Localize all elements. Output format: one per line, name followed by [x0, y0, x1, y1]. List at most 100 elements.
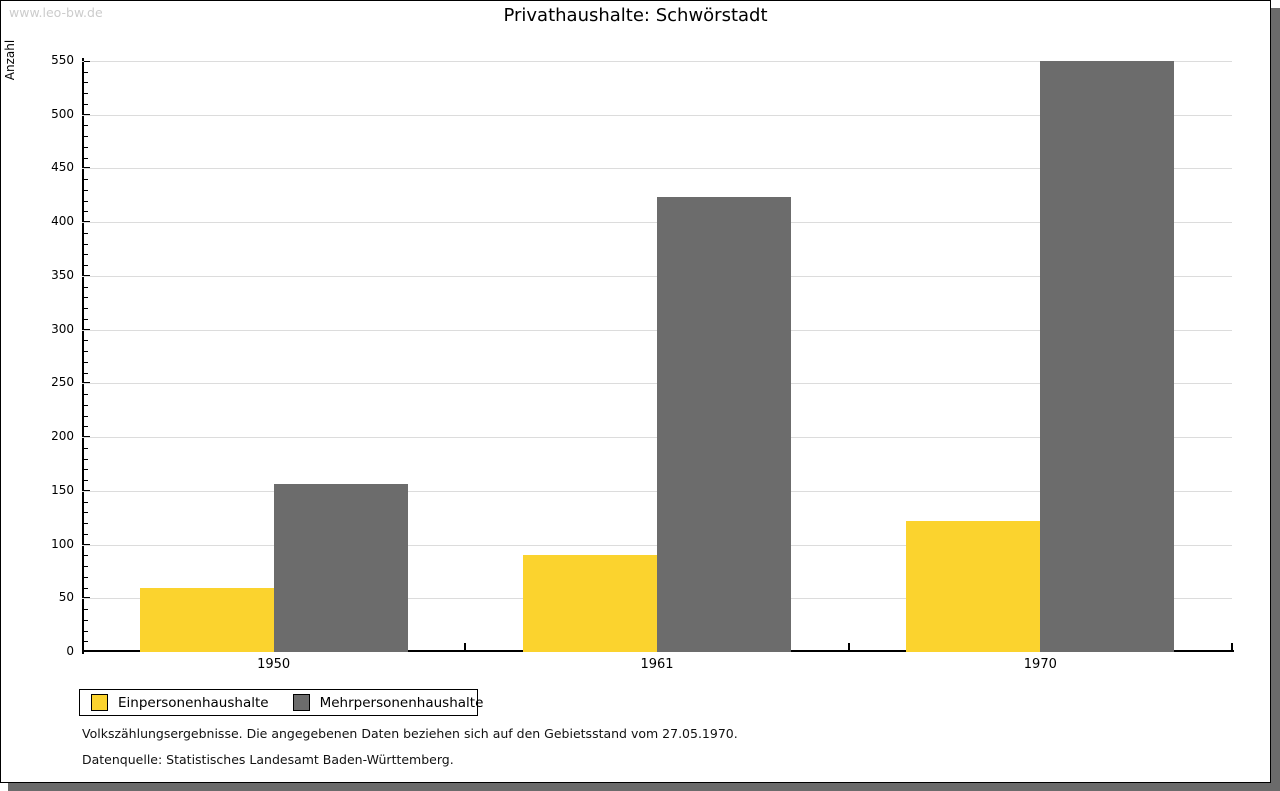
- y-tick-label-0: 0: [66, 644, 74, 658]
- x-tick-label-1950: 1950: [257, 657, 291, 672]
- y-tick-label-500: 500: [51, 106, 74, 121]
- y-major-tick: [84, 436, 90, 438]
- y-tick-label-100: 100: [51, 536, 74, 551]
- y-minor-tick: [84, 136, 88, 138]
- y-minor-tick: [84, 157, 88, 159]
- x-boundary-tick: [1231, 643, 1233, 650]
- bar-Mehrpersonenhaushalte-1970: [1040, 61, 1175, 652]
- y-tick-label-50: 50: [58, 590, 74, 605]
- legend-swatch-0: [91, 694, 108, 711]
- y-minor-tick: [84, 404, 88, 406]
- y-minor-tick: [84, 523, 88, 525]
- y-minor-tick: [84, 361, 88, 363]
- x-axis-labels: 1950 1961 1970: [82, 657, 1232, 675]
- y-major-tick: [84, 382, 90, 384]
- x-boundary-tick: [464, 643, 467, 650]
- y-minor-tick: [84, 243, 88, 245]
- legend-item-mehrpersonenhaushalte: Mehrpersonenhaushalte: [292, 694, 483, 711]
- y-minor-tick: [84, 480, 88, 482]
- y-minor-tick: [84, 619, 88, 621]
- y-minor-tick: [84, 447, 88, 449]
- y-major-tick: [84, 167, 90, 169]
- gridline-450: [82, 168, 1232, 170]
- y-minor-tick: [84, 394, 88, 396]
- watermark: www.leo-bw.de: [9, 5, 103, 20]
- window-shadow-right: [1271, 8, 1280, 791]
- y-minor-tick: [84, 103, 88, 105]
- y-minor-tick: [84, 318, 88, 320]
- y-tick-label-450: 450: [51, 160, 74, 175]
- y-minor-tick: [84, 254, 88, 256]
- y-tick-label-550: 550: [51, 53, 74, 67]
- y-minor-tick: [84, 93, 88, 95]
- y-minor-tick: [84, 426, 88, 428]
- y-minor-tick: [84, 501, 88, 503]
- y-minor-tick: [84, 308, 88, 310]
- x-tick-label-1961: 1961: [640, 657, 674, 672]
- gridline-500: [82, 114, 1232, 116]
- bar-Einpersonenhaushalte-1950: [139, 587, 274, 652]
- y-minor-tick: [84, 71, 88, 73]
- chart-title: Privathaushalte: Schwörstadt: [503, 5, 768, 26]
- y-minor-tick: [84, 125, 88, 127]
- y-tick-label-300: 300: [51, 321, 74, 336]
- y-minor-tick: [84, 146, 88, 148]
- y-minor-tick: [84, 576, 88, 578]
- legend-label: Einpersonenhaushalte: [118, 694, 269, 711]
- y-minor-tick: [84, 533, 88, 535]
- bar-Mehrpersonenhaushalte-1961: [657, 197, 791, 652]
- footnote-source: Datenquelle: Statistisches Landesamt Bad…: [82, 752, 454, 767]
- y-minor-tick: [84, 179, 88, 181]
- legend-item-einpersonenhaushalte: Einpersonenhaushalte: [91, 694, 269, 711]
- x-boundary-tick: [847, 643, 850, 650]
- y-minor-tick: [84, 587, 88, 589]
- y-minor-tick: [84, 265, 88, 267]
- y-tick-label-350: 350: [51, 267, 74, 282]
- y-axis-labels: 0 50 100 150 200 250 300 350 400 450 500 550: [1, 53, 74, 658]
- gridline-550: [82, 61, 1232, 62]
- y-major-tick: [84, 543, 90, 545]
- y-major-tick: [84, 597, 90, 599]
- y-minor-tick: [84, 555, 88, 557]
- y-minor-tick: [84, 340, 88, 342]
- y-minor-tick: [84, 630, 88, 632]
- plot-area: [82, 58, 1234, 654]
- y-minor-tick: [84, 566, 88, 568]
- y-tick-label-200: 200: [51, 429, 74, 444]
- x-tick-label-1970: 1970: [1023, 657, 1057, 672]
- y-minor-tick: [84, 297, 88, 299]
- bar-Mehrpersonenhaushalte-1950: [273, 484, 408, 652]
- y-major-tick: [84, 61, 90, 62]
- bar-Einpersonenhaushalte-1961: [523, 555, 657, 652]
- y-minor-tick: [84, 512, 88, 514]
- y-minor-tick: [84, 458, 88, 460]
- y-minor-tick: [84, 415, 88, 417]
- y-minor-tick: [84, 82, 88, 84]
- y-minor-tick: [84, 609, 88, 611]
- window-shadow-bottom: [8, 783, 1280, 791]
- legend: Einpersonenhaushalte Mehrpersonenhaushal…: [79, 689, 483, 716]
- y-major-tick: [84, 651, 90, 652]
- y-minor-tick: [84, 286, 88, 288]
- y-minor-tick: [84, 372, 88, 374]
- y-axis-line: [82, 58, 84, 654]
- y-tick-label-250: 250: [51, 375, 74, 390]
- footnote-census: Volkszählungsergebnisse. Die angegebenen…: [82, 726, 738, 741]
- y-minor-tick: [84, 232, 88, 234]
- y-major-tick: [84, 274, 90, 276]
- y-minor-tick: [84, 641, 88, 643]
- y-tick-label-400: 400: [51, 214, 74, 229]
- y-minor-tick: [84, 469, 88, 471]
- y-minor-tick: [84, 200, 88, 202]
- y-minor-tick: [84, 211, 88, 213]
- y-major-tick: [84, 113, 90, 115]
- y-minor-tick: [84, 351, 88, 353]
- y-tick-label-150: 150: [51, 482, 74, 497]
- y-major-tick: [84, 489, 90, 491]
- legend-swatch-1: [292, 694, 310, 711]
- bar-Einpersonenhaushalte-1970: [906, 520, 1041, 652]
- y-minor-tick: [84, 189, 88, 191]
- y-major-tick: [84, 328, 90, 330]
